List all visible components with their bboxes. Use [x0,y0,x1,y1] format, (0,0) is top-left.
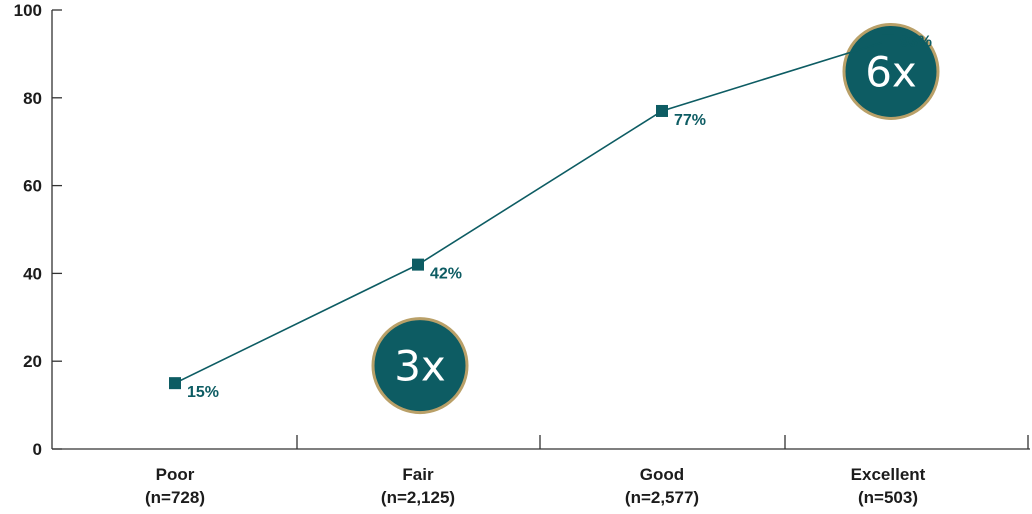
series-line-group [169,34,894,390]
data-point-marker [882,34,894,47]
x-category-label: Poor [156,465,195,484]
annotation-badges: 3x 6x [371,22,940,415]
x-category-count: (n=2,577) [625,488,699,507]
x-category-count: (n=728) [145,488,205,507]
data-label: 93% [900,34,932,51]
x-axis-ticks: Poor (n=728) Fair (n=2,125) Good (n=2,577) Exc… [145,435,1029,507]
x-category-label: Good [640,465,684,484]
x-category-label: Excellent [851,465,926,484]
y-tick-label: 20 [23,352,42,371]
y-tick-label: 100 [14,1,42,20]
data-label: 42% [430,266,462,283]
y-tick-label: 60 [23,177,42,196]
data-label: 77% [674,112,706,129]
data-point-marker [169,377,181,390]
data-point-marker [656,104,668,117]
multiplier-badge-text: 3x [394,342,446,391]
y-tick-label: 80 [23,89,42,108]
multiplier-badge [371,317,469,415]
data-label: 15% [187,384,219,401]
y-tick-label: 0 [33,440,42,459]
chart-axes [51,10,1030,450]
y-tick-label: 40 [23,264,42,283]
data-point-marker [412,258,424,271]
data-labels: 15% 42% 77% 93% [187,34,932,401]
multiplier-badge-text: 6x [865,47,917,96]
y-axis-ticks: 0 20 40 60 80 100 [14,1,62,459]
x-category-count: (n=503) [858,488,918,507]
x-category-count: (n=2,125) [381,488,455,507]
x-category-label: Fair [402,465,434,484]
multiplier-badge [842,22,940,120]
series-line [174,39,889,384]
